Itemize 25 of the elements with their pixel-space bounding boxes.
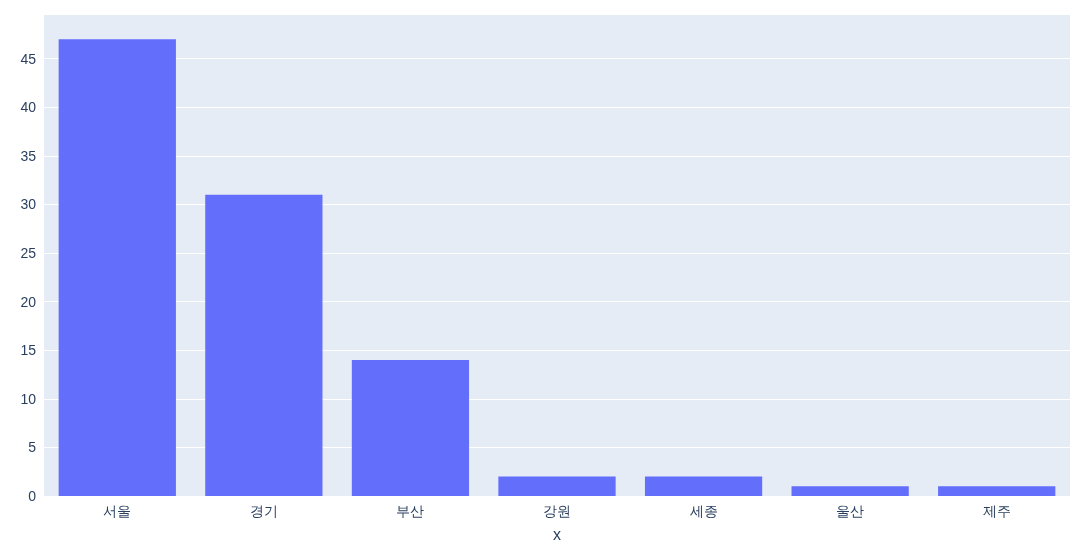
x-tick-label: 울산	[836, 503, 865, 519]
x-tick-label: 부산	[396, 503, 425, 519]
y-tick-label: 15	[20, 342, 37, 359]
x-tick-label: 세종	[689, 503, 718, 519]
bar	[498, 476, 616, 496]
bar	[644, 476, 763, 496]
x-tick-label: 강원	[543, 503, 571, 519]
y-tick-label: 35	[20, 147, 37, 164]
y-tick-label: 5	[28, 439, 37, 456]
y-tick-label: 45	[20, 50, 37, 67]
y-tick-label: 25	[20, 245, 37, 262]
y-tick-label: 10	[20, 390, 37, 407]
x-tick-label: 서울	[103, 503, 132, 519]
bar	[791, 486, 909, 496]
bar	[938, 486, 1056, 496]
y-tick-label: 0	[28, 488, 37, 504]
x-tick-label: 경기	[249, 503, 278, 519]
bar	[351, 359, 470, 496]
bar	[58, 39, 176, 496]
y-tick-label: 40	[20, 99, 37, 116]
y-tick-label: 20	[20, 293, 37, 310]
x-tick-label: 제주	[982, 503, 1011, 519]
x-axis-title: x	[553, 525, 561, 543]
bar	[205, 194, 323, 496]
y-tick-label: 30	[20, 196, 37, 213]
